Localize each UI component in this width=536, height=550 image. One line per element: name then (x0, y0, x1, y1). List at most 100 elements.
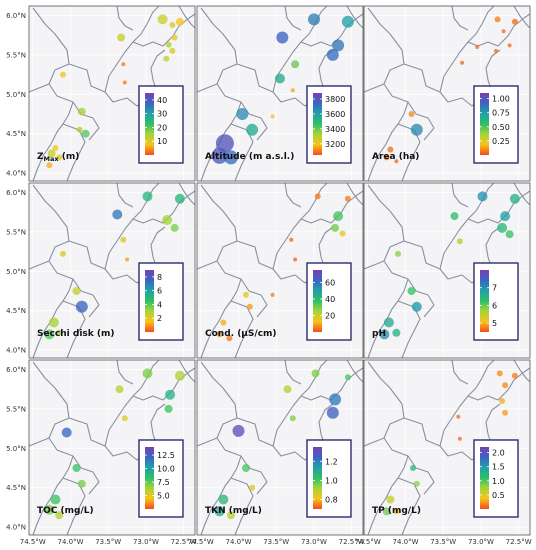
sample-point (224, 150, 238, 165)
sample-point (47, 149, 56, 158)
sample-point (246, 123, 259, 136)
y-axis-tick-label: 6.0°N (6, 189, 26, 197)
legend-tick-label: 6 (492, 301, 497, 310)
legend-tick-label: 8 (157, 273, 162, 282)
sample-point (214, 506, 225, 517)
legend-colorbar (145, 447, 154, 509)
sample-point (163, 55, 170, 62)
sample-point (120, 236, 127, 243)
y-axis-tick-label: 4.0°N (6, 524, 26, 532)
x-axis-tick-label: 72.5°W (339, 538, 365, 546)
sample-point (48, 317, 59, 328)
sample-point (226, 335, 233, 342)
legend-colorbar (480, 270, 489, 332)
sample-point (232, 424, 245, 437)
sample-point (56, 154, 63, 161)
sample-point (81, 129, 90, 138)
legend-tick-label: 20 (325, 311, 335, 320)
legend-colorbar (313, 270, 322, 332)
sample-point (329, 393, 342, 406)
legend-tick-label: 3800 (325, 95, 345, 104)
panel-variable-label: Altitude (m a.s.l.) (205, 152, 294, 162)
panel-frame (196, 5, 364, 182)
sample-point (293, 257, 298, 262)
sample-point (500, 211, 511, 222)
panel-variable-label: pH (372, 329, 386, 339)
sample-point (174, 370, 185, 381)
sample-point (142, 368, 153, 379)
legend-colorbar (480, 93, 489, 155)
y-axis-tick-label: 6.0°N (6, 366, 26, 374)
y-axis-tick-label: 4.5°N (6, 307, 26, 315)
map-panel-tp: 2.0 1.5 1.0 0.5 TP (mg/L) (363, 359, 531, 536)
x-axis-tick-label: 73.5°W (95, 538, 121, 546)
sample-point (407, 287, 416, 295)
sample-point (276, 31, 289, 44)
legend-tick-label: 6 (157, 287, 162, 296)
sample-point (475, 45, 480, 49)
map-panel-toc: 12.5 10.0 7.5 5.0 TOC (mg/L) (28, 359, 196, 536)
sample-point (270, 292, 275, 297)
x-axis-tick-label: 73.0°W (301, 538, 327, 546)
panel-variable-label: ZMax (m) (37, 152, 79, 163)
sample-point (142, 191, 153, 202)
sample-point (411, 301, 422, 312)
sample-point (283, 385, 292, 394)
sample-point (392, 328, 401, 337)
panel-frame (28, 5, 196, 182)
y-axis-tick-label: 4.0°N (6, 170, 26, 178)
panel-frame (196, 359, 364, 536)
map-panel-tkn: 1.2 1.0 0.8 TKN (mg/L) (196, 359, 364, 536)
y-axis-tick-label: 5.5°N (6, 405, 26, 413)
sample-point (494, 48, 498, 53)
sample-point (308, 13, 320, 26)
y-axis-tick-label: 4.5°N (6, 484, 26, 492)
sample-point (326, 48, 339, 61)
sample-point (395, 250, 401, 257)
panel-frame (28, 359, 196, 536)
sample-point (291, 60, 300, 69)
department-boundaries (196, 359, 364, 536)
x-axis-tick-label: 73.0°W (133, 538, 159, 546)
sample-point (174, 193, 185, 204)
legend-tick-label: 3600 (325, 110, 345, 119)
sample-point (496, 370, 503, 377)
panel-frame (363, 182, 531, 359)
x-axis-tick-label: 74.0°W (225, 538, 251, 546)
sample-point (289, 415, 296, 422)
panel-variable-label: TOC (mg/L) (37, 506, 94, 516)
legend-tick-label: 60 (325, 278, 335, 287)
sample-point (341, 15, 354, 28)
x-axis-tick-label: 74.5°W (20, 538, 46, 546)
legend-tick-label: 40 (157, 96, 167, 105)
sample-point (383, 317, 394, 328)
sample-point (344, 195, 351, 202)
sample-point (502, 409, 509, 416)
sample-point (242, 464, 250, 472)
sample-point (339, 230, 346, 237)
sample-point (311, 369, 320, 378)
x-axis-tick-label: 72.5°W (171, 538, 197, 546)
sample-point (505, 230, 514, 239)
department-boundaries (363, 5, 531, 182)
panel-variable-label: Cond. (µS/cm) (205, 329, 277, 339)
sample-point (169, 21, 176, 28)
panel-variable-label: TP (mg/L) (372, 506, 421, 516)
legend-tick-label: 1.2 (325, 457, 338, 466)
x-axis-tick-label: 73.5°W (430, 538, 456, 546)
panel-frame (28, 182, 196, 359)
legend-colorbar (313, 447, 322, 509)
sample-point (410, 123, 423, 136)
sample-point (379, 329, 390, 340)
sample-point (456, 238, 463, 245)
sample-point (121, 415, 128, 422)
sample-point (333, 211, 344, 222)
sample-point (410, 465, 416, 471)
x-axis-tick-label: 72.5°W (506, 538, 532, 546)
y-axis-tick-label: 6.0°N (6, 12, 26, 20)
sample-point (218, 494, 229, 505)
sample-point (501, 29, 506, 34)
sample-point (44, 504, 55, 515)
sample-point (477, 191, 488, 202)
legend-tick-label: 3400 (325, 125, 345, 134)
